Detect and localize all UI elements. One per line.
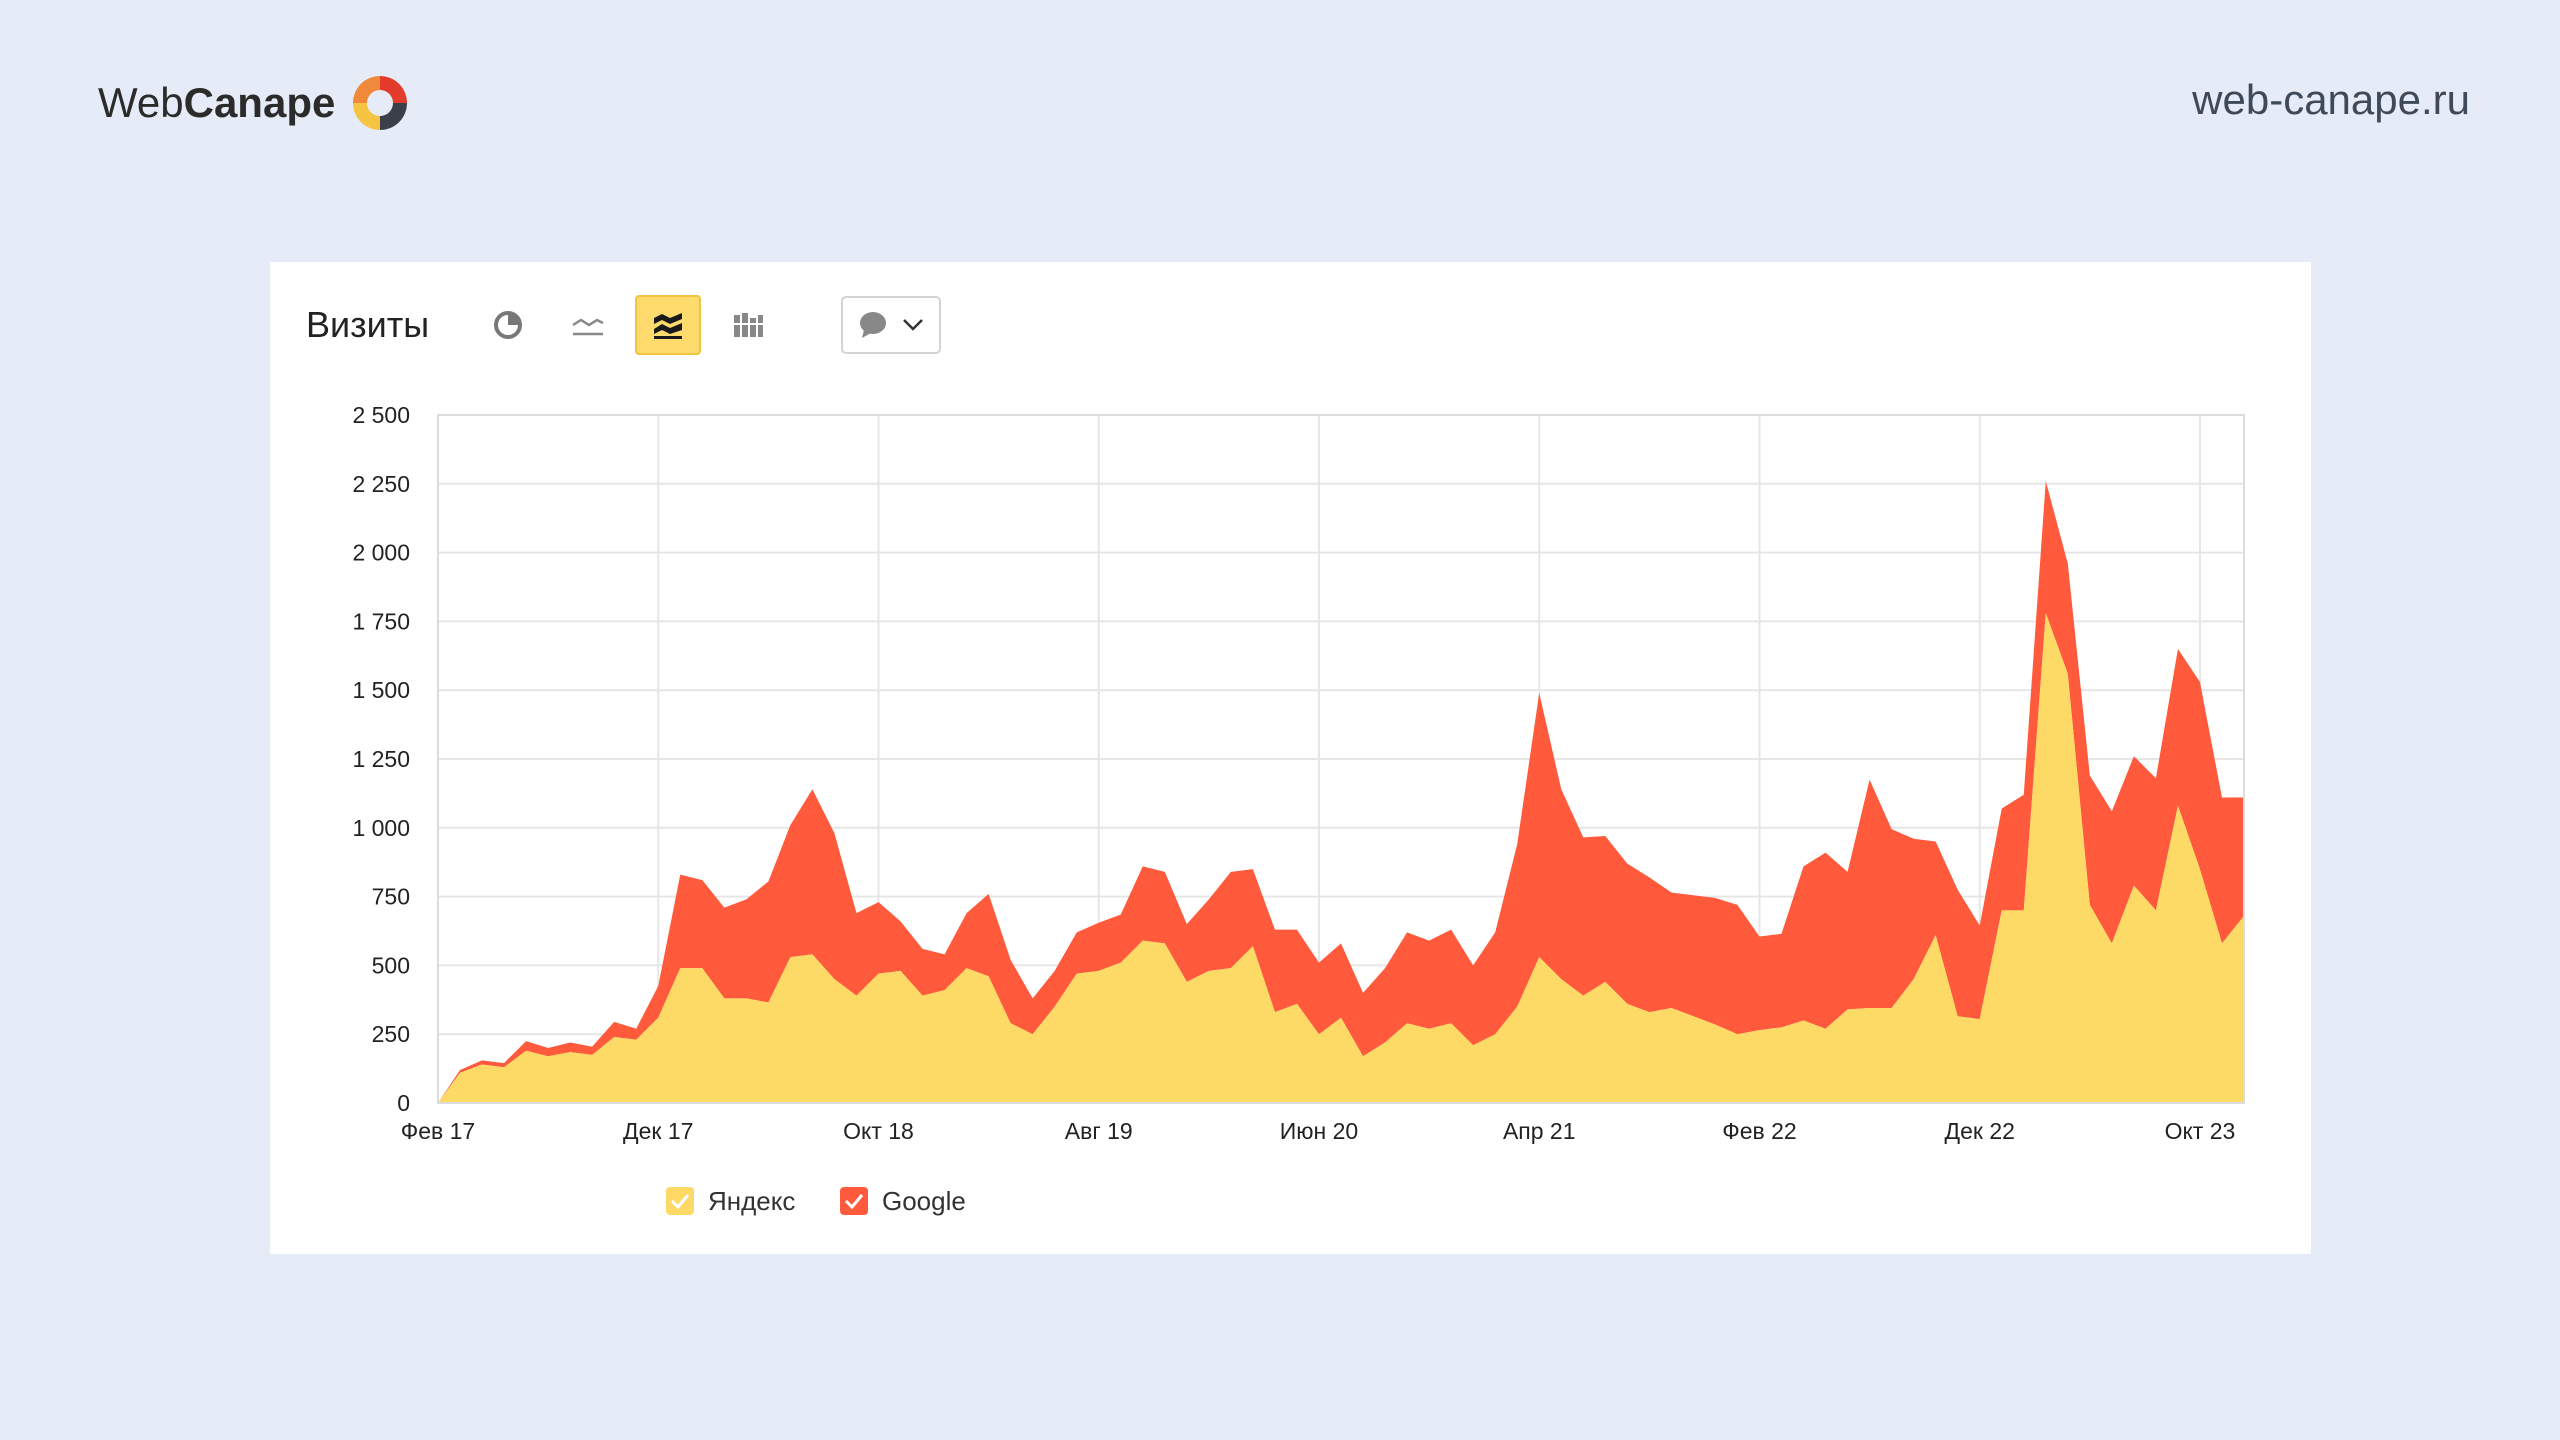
chevron-down-icon (903, 319, 923, 331)
site-url[interactable]: web-canape.ru (2192, 76, 2470, 123)
x-axis-ticks: Фев 17 Дек 17 Окт 18 Авг 19 Июн 20 Апр 21 Фев … (401, 1118, 2236, 1144)
y-tick-label: 1 750 (352, 608, 410, 634)
google-area (438, 481, 2244, 1104)
area-stacked-chart-button[interactable] (635, 295, 702, 355)
x-tick-label: Фев 17 (401, 1118, 475, 1144)
brand-logo[interactable]: WebCanape (98, 70, 413, 136)
pie-chart-icon (494, 311, 523, 339)
legend-label: Яндекс (708, 1186, 795, 1216)
y-tick-label: 2 500 (352, 402, 410, 428)
plot-border (437, 414, 2245, 1104)
comment-icon (860, 312, 887, 338)
logo-swirl-icon (353, 76, 408, 130)
chart-toolbar: Визиты (306, 290, 942, 360)
legend-item-google[interactable]: Google (840, 1186, 966, 1216)
x-tick-label: Дек 22 (1945, 1118, 2015, 1144)
logo-word-web: Web (98, 79, 184, 126)
chart-title: Визиты (306, 304, 430, 345)
y-tick-label: 500 (372, 952, 410, 978)
check-icon (670, 1194, 690, 1210)
legend-checkbox[interactable] (840, 1187, 868, 1215)
plot-frame (437, 414, 2245, 1104)
check-icon (844, 1194, 864, 1210)
x-tick-label: Окт 18 (843, 1118, 914, 1144)
visits-area-chart: 0 250 500 750 1 000 1 250 1 500 1 750 2 000 2 250… (352, 402, 2245, 1216)
x-tick-label: Июн 20 (1280, 1118, 1358, 1144)
line-chart-icon (572, 318, 604, 336)
x-tick-label: Дек 17 (623, 1118, 693, 1144)
y-tick-label: 1 000 (352, 815, 410, 841)
area-stacked-chart-icon (654, 313, 683, 339)
x-tick-label: Окт 23 (2165, 1118, 2236, 1144)
yandex-area (438, 613, 2244, 1103)
y-tick-label: 1 500 (352, 677, 410, 703)
x-tick-label: Авг 19 (1065, 1118, 1133, 1144)
y-tick-label: 0 (397, 1090, 410, 1116)
y-tick-label: 750 (372, 884, 410, 910)
line-chart-button[interactable] (555, 295, 621, 355)
y-tick-label: 2 000 (352, 540, 410, 566)
logo-wordmark: WebCanape (98, 79, 335, 127)
chart-card: Визиты (270, 262, 2311, 1254)
legend: Яндекс Google (666, 1186, 966, 1216)
pie-chart-button[interactable] (475, 295, 541, 355)
x-tick-label: Фев 22 (1722, 1118, 1796, 1144)
y-tick-label: 250 (372, 1021, 410, 1047)
area-series (438, 481, 2244, 1104)
annotations-dropdown[interactable] (841, 296, 942, 354)
y-tick-label: 2 250 (352, 471, 410, 497)
legend-label: Google (882, 1186, 966, 1216)
bar-chart-icon (734, 313, 764, 337)
y-axis-ticks: 0 250 500 750 1 000 1 250 1 500 1 750 2 000 2 250… (352, 402, 410, 1116)
logo-word-canape: Canape (183, 79, 336, 126)
x-tick-label: Апр 21 (1503, 1118, 1576, 1144)
legend-checkbox[interactable] (666, 1187, 694, 1215)
legend-item-yandex[interactable]: Яндекс (666, 1186, 795, 1216)
y-tick-label: 1 250 (352, 746, 410, 772)
bar-chart-button[interactable] (715, 295, 781, 355)
